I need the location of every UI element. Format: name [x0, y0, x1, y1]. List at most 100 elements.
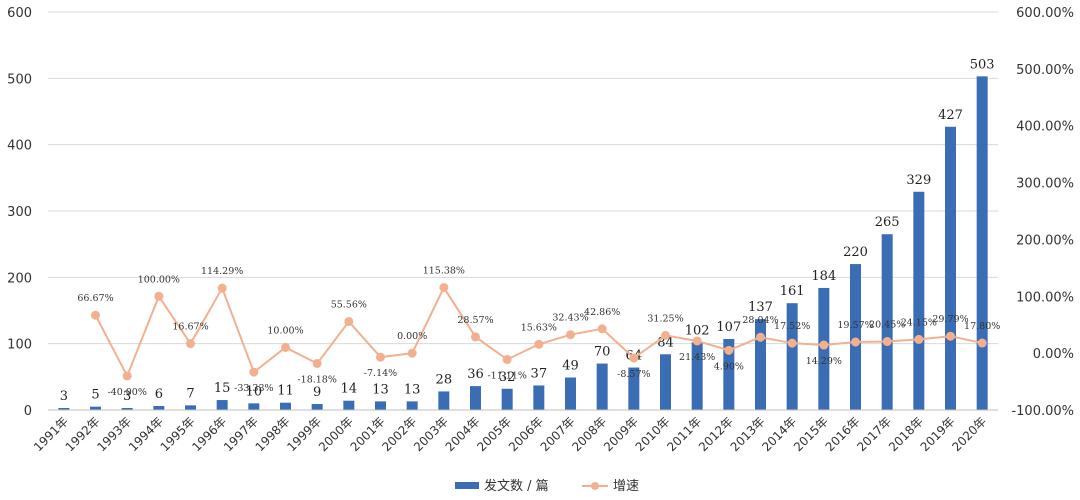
legend-bar-swatch [455, 482, 479, 489]
x-axis-tick-label: 2001年 [348, 414, 388, 454]
bar-value-label: 28 [436, 372, 453, 387]
bar [216, 400, 228, 410]
x-axis-tick-label: 2019年 [918, 414, 958, 454]
bar [311, 404, 323, 410]
legend-line-marker [591, 482, 599, 490]
bar [248, 403, 260, 410]
bar-series [58, 76, 988, 411]
growth-point [787, 338, 797, 348]
legend-line-label: 增速 [613, 479, 639, 494]
bar [121, 408, 133, 410]
bar [881, 234, 893, 410]
x-axis-tick-label: 2004年 [443, 414, 483, 454]
bar [628, 367, 640, 410]
x-axis-tick-label: 2007年 [538, 414, 578, 454]
bar-value-label: 49 [562, 358, 579, 373]
x-axis-tick-label: 1996年 [189, 414, 229, 454]
growth-value-label: -33.33% [234, 383, 273, 394]
x-axis-tick-label: 2009年 [601, 414, 641, 454]
right-axis-tick-label: 500.00% [1016, 63, 1074, 78]
bar [501, 388, 513, 410]
growth-value-label: -40.00% [107, 387, 146, 398]
legend: 发文数 / 篇 增速 [455, 478, 639, 494]
x-axis-tick-label: 2005年 [474, 414, 514, 454]
growth-point [566, 330, 575, 340]
line-value-labels: 66.67%-40.00%100.00%16.67%114.29%-33.33%… [77, 266, 1000, 398]
bar [596, 363, 608, 410]
bar-value-label: 427 [938, 108, 963, 123]
legend-bar-label: 发文数 / 篇 [484, 478, 549, 494]
bar-value-label: 503 [970, 57, 995, 72]
growth-point [154, 291, 164, 301]
bar [945, 126, 956, 411]
growth-value-label: 17.80% [964, 321, 1000, 332]
x-axis-tick-label: 2013年 [728, 414, 768, 454]
bar [723, 339, 735, 410]
growth-value-label: 100.00% [138, 274, 180, 285]
x-axis-tick-label: 1994年 [126, 414, 166, 454]
x-axis-tick-label: 2006年 [506, 414, 546, 454]
bar-value-label: 184 [811, 269, 836, 284]
growth-point [851, 337, 860, 347]
bar-value-label: 6 [155, 387, 163, 402]
growth-point [312, 358, 322, 368]
bar-value-label: 107 [716, 320, 741, 335]
x-axis-tick-label: 1991年 [31, 414, 71, 454]
x-axis-tick-label: 1993年 [94, 414, 134, 454]
growth-value-label: 19.57% [837, 320, 873, 331]
left-axis-tick-label: 500 [7, 72, 32, 87]
bar-value-label: 5 [91, 388, 99, 403]
bar-value-label: 137 [748, 300, 773, 315]
bar [375, 401, 386, 410]
left-axis-tick-label: 100 [7, 338, 32, 353]
bar-value-label: 329 [906, 173, 931, 188]
right-axis-tick-label: 600.00% [1016, 6, 1074, 21]
growth-point [186, 339, 195, 349]
right-axis-tick-label: 300.00% [1016, 177, 1074, 192]
growth-point [439, 283, 449, 293]
growth-point [597, 324, 607, 334]
growth-value-label: -18.18% [297, 374, 336, 385]
growth-value-label: 20.45% [869, 320, 905, 331]
growth-point [471, 332, 480, 342]
growth-value-label: 115.38% [423, 266, 465, 277]
right-axis-tick-label: 400.00% [1016, 120, 1074, 135]
growth-point [882, 337, 892, 347]
growth-point [914, 334, 924, 344]
x-axis-tick-label: 1999年 [284, 414, 324, 454]
left-axis-tick-label: 400 [7, 139, 32, 154]
growth-value-label: 16.67% [172, 322, 208, 333]
bar-value-label: 10 [246, 384, 263, 399]
x-axis-tick-label: 2014年 [759, 414, 799, 454]
bar [406, 401, 418, 410]
growth-point [629, 353, 639, 363]
growth-point [122, 371, 132, 381]
growth-value-label: 24.15% [901, 317, 937, 328]
bar [691, 342, 703, 410]
bar [90, 406, 101, 410]
left-axis-ticks: 0 100 200 300 400 500 600 [7, 6, 32, 419]
left-axis-tick-label: 600 [7, 6, 32, 21]
x-axis-tick-label: 2008年 [569, 414, 609, 454]
x-axis-tick-label: 2015年 [791, 414, 831, 454]
bar-value-label: 102 [685, 323, 710, 338]
growth-value-label: 31.25% [647, 313, 683, 324]
growth-value-label: 29.79% [932, 314, 968, 325]
growth-value-label: 55.56% [331, 300, 367, 311]
bar-value-label: 3 [123, 389, 131, 404]
bar-value-labels: 3536715101191413132836323749706484102107… [60, 57, 995, 404]
growth-point [819, 340, 829, 350]
x-axis-tick-label: 2002年 [379, 414, 419, 454]
growth-value-label: 42.86% [584, 307, 620, 318]
growth-value-label: -11.11% [487, 370, 526, 381]
x-axis-tick-label: 2017年 [854, 414, 894, 454]
growth-value-label: 114.29% [201, 266, 243, 277]
bar-value-label: 13 [404, 382, 421, 397]
left-axis-tick-label: 200 [7, 271, 32, 286]
growth-value-label: 28.04% [742, 315, 778, 326]
bar [913, 191, 925, 410]
bar-value-label: 37 [531, 366, 548, 381]
growth-point [977, 338, 987, 348]
right-axis-tick-label: 200.00% [1016, 233, 1074, 248]
